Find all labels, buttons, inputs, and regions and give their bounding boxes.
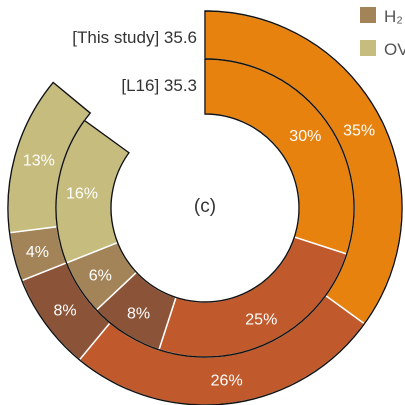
inner-ring-data-label: 6% — [89, 267, 112, 284]
rings-layer: 35% 26% 8% 4% 13% 30% 25% 8% 6% 16% — [7, 10, 403, 405]
chart-title: (c) — [194, 196, 216, 217]
outer-ring-data-label: 4% — [26, 244, 49, 261]
outer-ring-data-label: 8% — [53, 303, 76, 320]
inner-ring-data-label: 30% — [289, 128, 321, 145]
inner-ring-data-label: 16% — [66, 185, 98, 202]
inner-ring-data-label: 25% — [245, 311, 277, 328]
inner-ring-label: [L16] 35.3 — [121, 76, 197, 95]
outer-ring-data-label: 26% — [211, 373, 243, 390]
outer-ring-data-label: 13% — [23, 153, 55, 170]
inner-ring-outline — [55, 58, 355, 358]
legend: H₂ OV — [360, 7, 405, 59]
legend-label: OV — [384, 40, 405, 59]
legend-swatch — [360, 7, 376, 23]
outer-ring-data-label: 35% — [343, 122, 375, 139]
inner-ring-data-label: 8% — [127, 306, 150, 323]
legend-swatch — [360, 40, 376, 56]
outer-ring-label: [This study] 35.6 — [72, 28, 197, 47]
legend-label: H₂ — [384, 7, 403, 26]
